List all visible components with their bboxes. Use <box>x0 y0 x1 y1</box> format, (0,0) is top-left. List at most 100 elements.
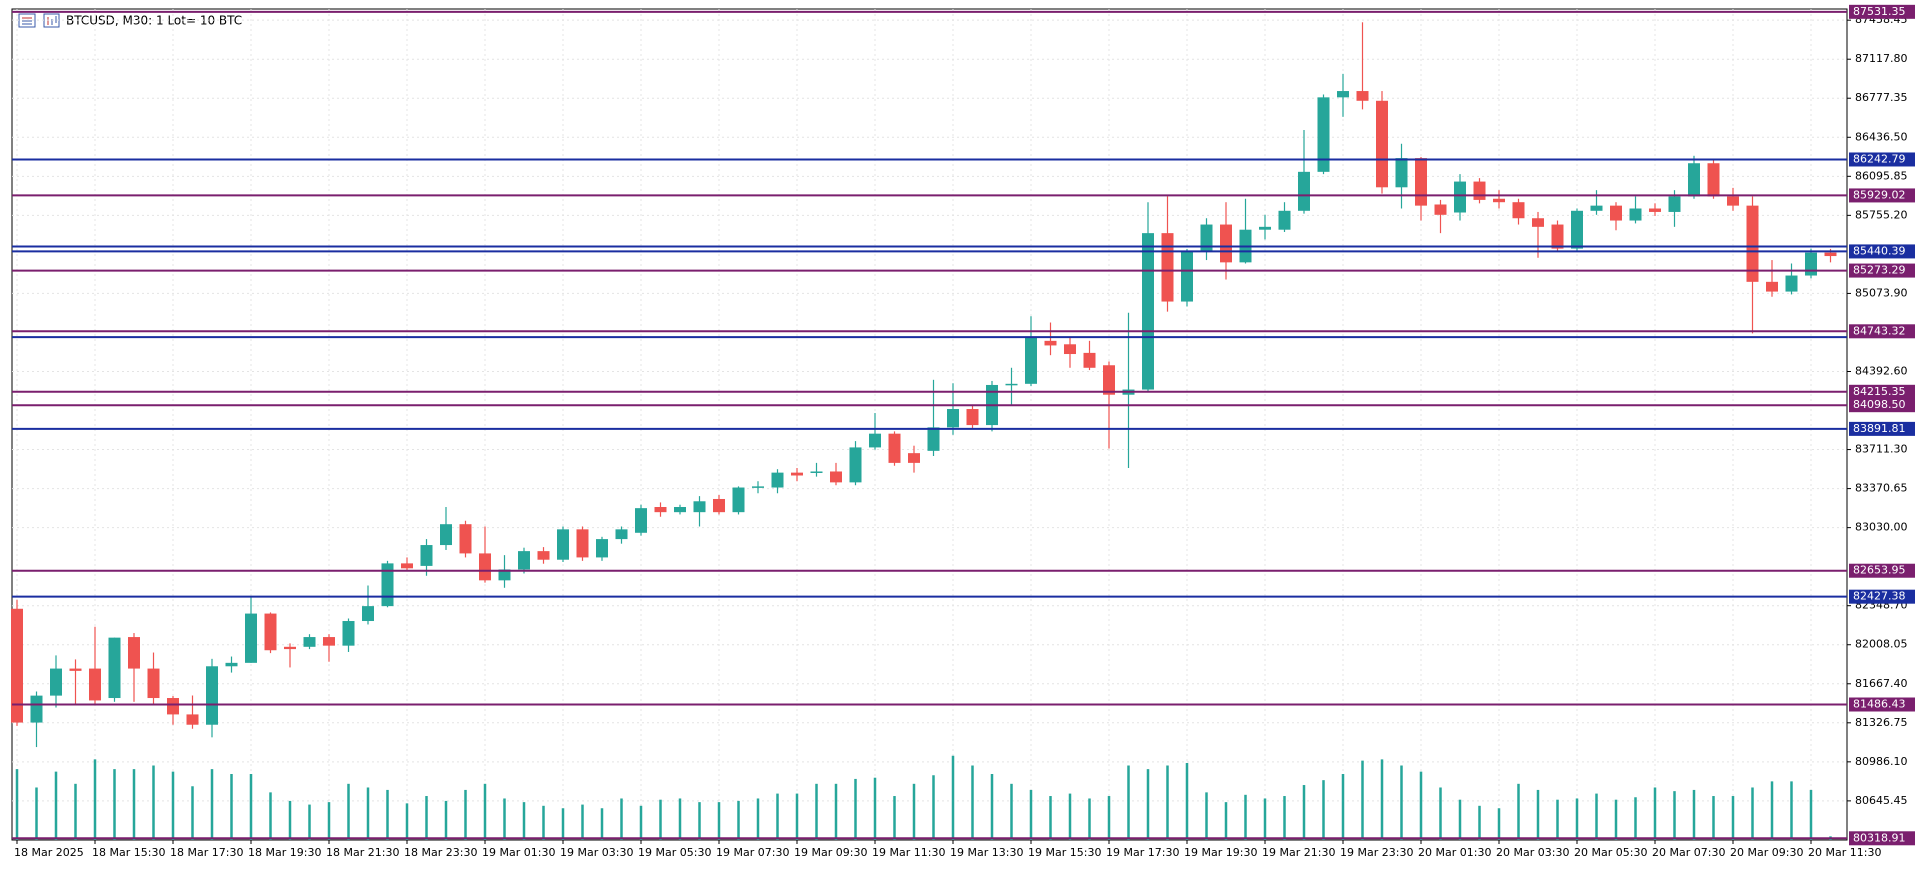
level-label: 85440.39 <box>1853 244 1906 257</box>
x-tick-label: 19 Mar 07:30 <box>716 846 789 859</box>
candle-body <box>596 539 608 558</box>
candle-body <box>323 637 335 646</box>
level-label: 80318.91 <box>1853 831 1906 844</box>
y-tick-label: 83370.65 <box>1855 482 1908 495</box>
candle-body <box>1493 198 1505 203</box>
candle-body <box>128 637 140 669</box>
candle-body <box>752 486 764 488</box>
y-tick-label: 83030.00 <box>1855 521 1908 534</box>
candle-body <box>479 553 491 581</box>
candle-body <box>459 524 472 554</box>
candle-body <box>849 447 862 483</box>
candle-body <box>440 524 452 546</box>
candle-body <box>1629 208 1642 221</box>
candle-body <box>108 637 121 699</box>
candle-body <box>537 551 550 560</box>
candle-body <box>1064 344 1076 355</box>
level-label-box <box>1849 384 1915 399</box>
candle-body <box>1454 181 1466 213</box>
candle-body <box>1356 91 1369 101</box>
candle-body <box>1688 163 1700 197</box>
candle-body <box>1337 91 1349 98</box>
x-tick-label: 19 Mar 09:30 <box>794 846 867 859</box>
x-tick-label: 19 Mar 17:30 <box>1106 846 1179 859</box>
candle-body <box>420 545 433 566</box>
x-tick-label: 19 Mar 05:30 <box>638 846 711 859</box>
candle-body <box>69 668 82 671</box>
candle-body <box>225 662 238 667</box>
level-label: 85929.02 <box>1853 188 1906 201</box>
candle-body <box>284 646 296 650</box>
level-label: 86242.79 <box>1853 152 1906 165</box>
candle-body <box>1395 158 1408 188</box>
candle-body <box>1181 251 1193 302</box>
y-tick-label: 80986.10 <box>1855 755 1908 768</box>
candle-body <box>947 409 959 428</box>
level-label: 83891.81 <box>1853 422 1906 435</box>
x-tick-label: 20 Mar 03:30 <box>1496 846 1569 859</box>
level-label-box <box>1849 831 1915 846</box>
candle-body <box>1278 210 1291 230</box>
candle-body <box>1473 181 1486 200</box>
candle-body <box>1298 171 1310 211</box>
y-tick-label: 84392.60 <box>1855 364 1908 377</box>
level-label-box <box>1849 324 1915 339</box>
y-tick-label: 86436.50 <box>1855 130 1908 143</box>
candle-body <box>1376 100 1388 188</box>
candle-body <box>1571 210 1583 249</box>
candle-body <box>1590 205 1603 211</box>
candle-body <box>966 409 979 426</box>
x-tick-label: 18 Mar 19:30 <box>248 846 321 859</box>
level-label-box <box>1849 188 1915 203</box>
x-tick-label: 18 Mar 21:30 <box>326 846 399 859</box>
toolbar-icons <box>18 13 60 28</box>
level-label: 82653.95 <box>1853 564 1906 577</box>
candle-body <box>206 666 218 725</box>
candle-body <box>791 472 803 476</box>
plot-frame <box>11 8 1848 841</box>
level-label-box <box>1849 398 1915 413</box>
candle-body <box>732 487 745 513</box>
level-label: 82427.38 <box>1853 590 1906 603</box>
candle-body <box>1044 340 1057 346</box>
x-tick-label: 20 Mar 11:30 <box>1808 846 1881 859</box>
level-label: 81486.43 <box>1853 698 1906 711</box>
x-tick-label: 20 Mar 07:30 <box>1652 846 1725 859</box>
candle-body <box>50 668 62 696</box>
candle-body <box>830 471 842 483</box>
candle-body <box>908 453 920 463</box>
candle-body <box>693 501 706 513</box>
candle-body <box>1005 383 1018 386</box>
candle-body <box>167 698 179 715</box>
x-tick-label: 19 Mar 21:30 <box>1262 846 1335 859</box>
candle-body <box>264 613 277 651</box>
candle-body <box>1746 205 1759 282</box>
candle-body <box>30 695 43 723</box>
candle-body <box>654 507 667 513</box>
y-tick-label: 85073.90 <box>1855 286 1908 299</box>
y-tick-label: 82008.05 <box>1855 638 1908 651</box>
y-tick-label: 81326.75 <box>1855 716 1908 729</box>
candle-body <box>1259 226 1271 230</box>
candle-body <box>362 606 374 622</box>
candle-body <box>1668 196 1681 212</box>
x-tick-label: 18 Mar 17:30 <box>170 846 243 859</box>
candle-body <box>1610 205 1622 221</box>
level-label-box <box>1849 263 1915 278</box>
x-tick-label: 19 Mar 13:30 <box>950 846 1023 859</box>
level-label-box <box>1849 563 1915 578</box>
level-label: 84743.32 <box>1853 324 1906 337</box>
y-tick-label: 86777.35 <box>1855 91 1908 104</box>
level-label: 84215.35 <box>1853 385 1906 398</box>
candle-body <box>1766 281 1778 292</box>
candle-body <box>1161 233 1174 302</box>
x-tick-label: 19 Mar 01:30 <box>482 846 555 859</box>
y-tick-label: 87117.80 <box>1855 52 1908 65</box>
level-label-box <box>1849 589 1915 604</box>
candle-body <box>1103 365 1115 395</box>
candle-body <box>1805 252 1817 276</box>
candle-body <box>1083 352 1096 368</box>
candle-body <box>147 668 160 699</box>
